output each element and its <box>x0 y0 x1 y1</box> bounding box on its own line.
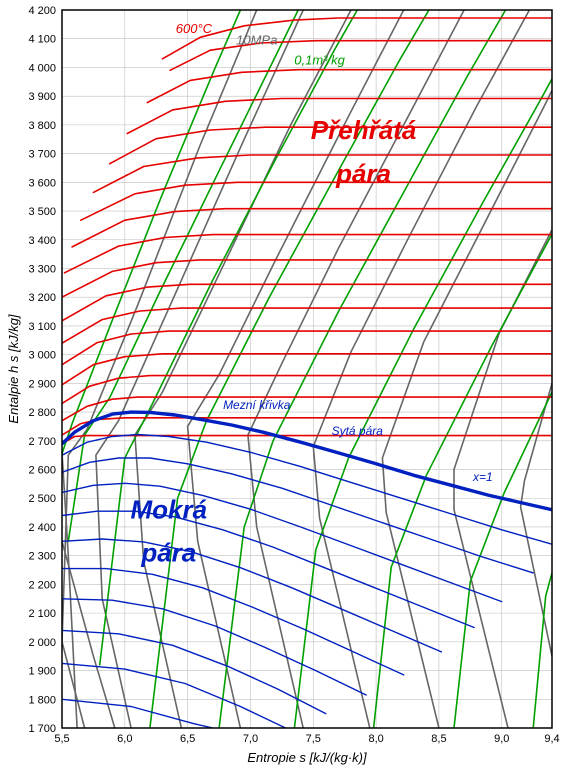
svg-text:5,5: 5,5 <box>54 733 69 745</box>
svg-text:0,1m³/kg: 0,1m³/kg <box>294 53 345 68</box>
svg-text:3 400: 3 400 <box>28 235 56 247</box>
svg-text:10MPa: 10MPa <box>236 32 277 47</box>
svg-text:2 300: 2 300 <box>28 551 56 563</box>
svg-text:3 500: 3 500 <box>28 206 56 218</box>
svg-text:9,0: 9,0 <box>494 733 509 745</box>
svg-text:pára: pára <box>140 537 196 567</box>
svg-text:2 500: 2 500 <box>28 493 56 505</box>
svg-text:3 100: 3 100 <box>28 321 56 333</box>
svg-text:3 600: 3 600 <box>28 177 56 189</box>
svg-text:Mezní křivka: Mezní křivka <box>223 398 291 412</box>
y-axis-label: Entalpie h s [kJ/kg] <box>6 314 21 423</box>
svg-text:4 000: 4 000 <box>28 62 56 74</box>
svg-text:2 100: 2 100 <box>28 608 56 620</box>
svg-text:6,5: 6,5 <box>180 733 195 745</box>
svg-text:4 100: 4 100 <box>28 34 56 46</box>
svg-text:x=1: x=1 <box>472 470 493 484</box>
svg-text:1 900: 1 900 <box>28 666 56 678</box>
svg-text:2 600: 2 600 <box>28 465 56 477</box>
svg-text:7,5: 7,5 <box>306 733 321 745</box>
svg-text:3 700: 3 700 <box>28 149 56 161</box>
svg-text:2 400: 2 400 <box>28 522 56 534</box>
svg-text:6,0: 6,0 <box>117 733 132 745</box>
hs-diagram: 1 700 1 800 1 900 2 000 2 100 2 200 2 300 2 400… <box>0 0 568 772</box>
svg-text:Mokrá: Mokrá <box>131 494 208 524</box>
svg-text:3 900: 3 900 <box>28 91 56 103</box>
svg-text:3 000: 3 000 <box>28 350 56 362</box>
x-axis-label: Entropie s [kJ/(kg·k)] <box>247 750 367 765</box>
svg-text:Přehřátá: Přehřátá <box>311 115 417 145</box>
svg-text:3 800: 3 800 <box>28 120 56 132</box>
svg-text:2 000: 2 000 <box>28 637 56 649</box>
svg-text:1 700: 1 700 <box>28 723 56 735</box>
svg-text:7,0: 7,0 <box>243 733 258 745</box>
svg-text:3 300: 3 300 <box>28 263 56 275</box>
svg-text:8,5: 8,5 <box>431 733 446 745</box>
svg-text:3 200: 3 200 <box>28 292 56 304</box>
svg-text:600°C: 600°C <box>176 21 213 36</box>
svg-text:8,0: 8,0 <box>368 733 383 745</box>
chart-svg: 1 700 1 800 1 900 2 000 2 100 2 200 2 300 2 400… <box>0 0 568 772</box>
svg-text:2 200: 2 200 <box>28 579 56 591</box>
svg-text:2 700: 2 700 <box>28 436 56 448</box>
svg-text:4 200: 4 200 <box>28 5 56 17</box>
svg-text:2 900: 2 900 <box>28 378 56 390</box>
svg-text:Sytá pára: Sytá pára <box>332 424 384 438</box>
svg-text:9,4: 9,4 <box>544 733 559 745</box>
svg-text:pára: pára <box>335 158 391 188</box>
svg-text:2 800: 2 800 <box>28 407 56 419</box>
svg-text:1 800: 1 800 <box>28 694 56 706</box>
